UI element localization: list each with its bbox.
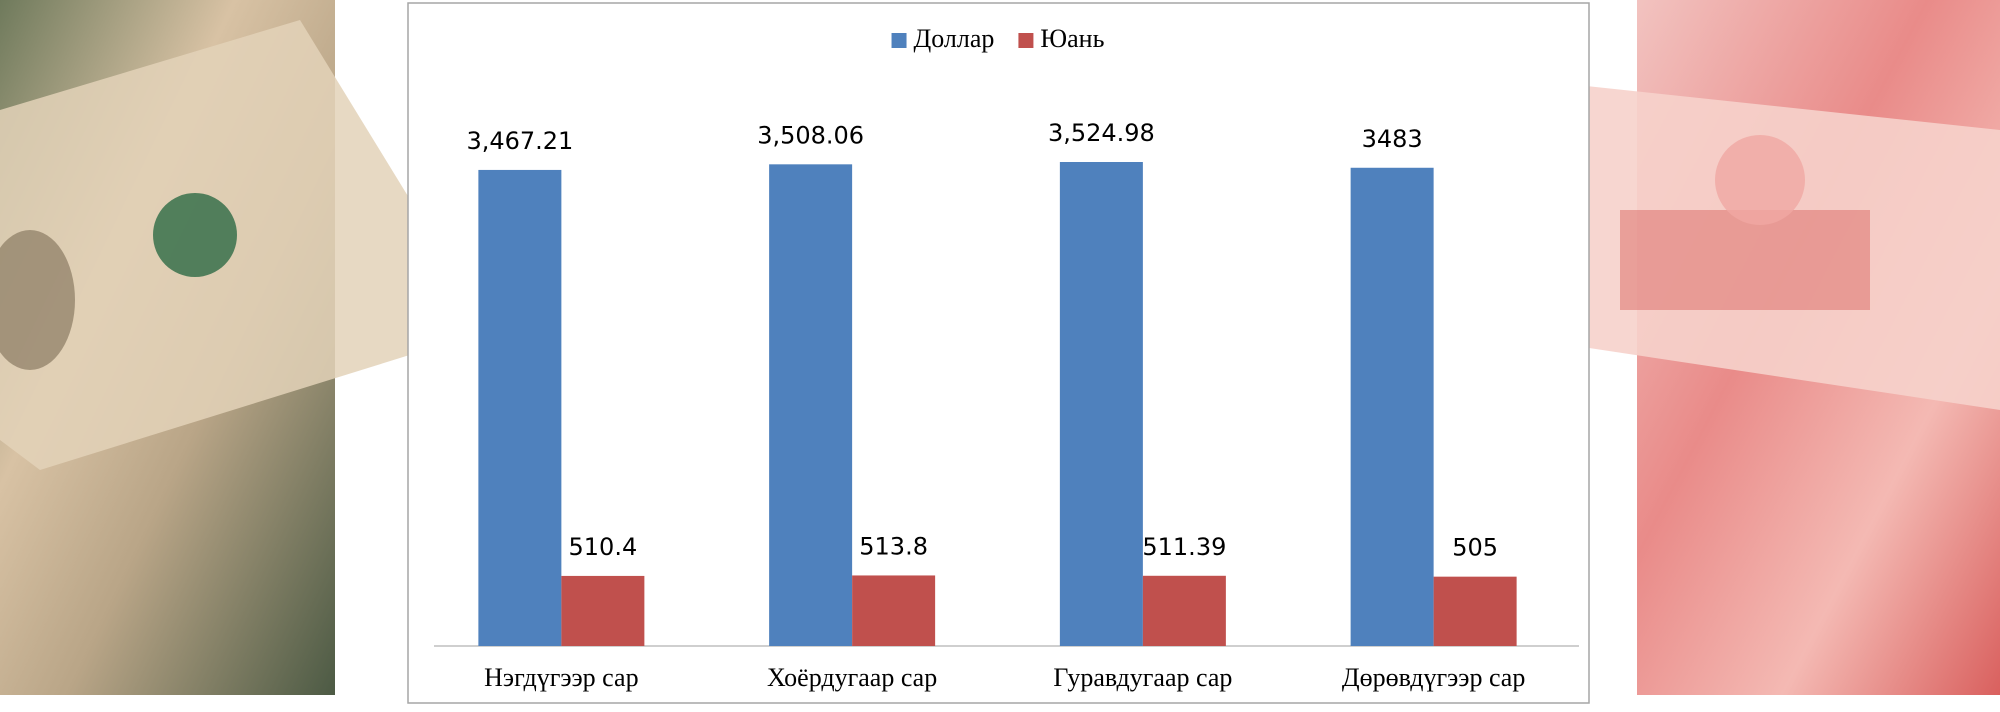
data-label: 3483 [1362, 125, 1423, 153]
legend-swatch [1018, 33, 1034, 48]
legend-label: Юань [1040, 24, 1104, 53]
bar [852, 575, 936, 646]
bar [1059, 162, 1143, 646]
data-label: 510.4 [569, 533, 638, 561]
bar [1350, 167, 1434, 646]
data-label: 505 [1452, 534, 1498, 562]
yuan-photo [1470, 0, 2000, 695]
data-label: 513.8 [859, 532, 928, 560]
legend-label: Доллар [914, 24, 995, 53]
legend: Доллар Юань [891, 24, 1105, 53]
x-tick-label: Нэгдүгээр сар [484, 663, 638, 692]
data-label: 3,524.98 [1048, 119, 1155, 147]
x-tick-label: Гуравдугаар сар [1053, 663, 1232, 692]
legend-swatch [891, 33, 907, 48]
data-label: 511.39 [1142, 533, 1226, 561]
dollar-photo [0, 0, 490, 695]
data-label: 3,508.06 [757, 121, 864, 149]
x-tick-label: Хоёрдугаар сар [767, 663, 937, 692]
bar [1433, 576, 1517, 646]
data-label: 3,467.21 [466, 127, 573, 155]
bar [1142, 575, 1226, 646]
x-tick-label: Дөрөвдүгээр сар [1342, 663, 1525, 692]
bar [478, 169, 562, 646]
bar [561, 575, 645, 646]
bar [769, 164, 853, 646]
